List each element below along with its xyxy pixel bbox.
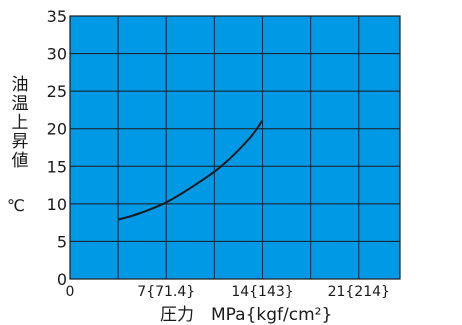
y-tick-label: 15 [47, 157, 67, 176]
x-tick-labels: 0 7{71.4} 14{143} 21{214} [66, 284, 390, 300]
plot-background [69, 15, 401, 280]
y-tick-label: 10 [47, 195, 67, 214]
y-tick-label: 35 [47, 7, 67, 26]
y-tick-label: 30 [47, 45, 67, 64]
series-line [117, 119, 264, 221]
x-tick-label: 0 [66, 284, 75, 300]
plot-area [69, 15, 401, 280]
series-layer [117, 119, 264, 221]
grid [69, 15, 401, 280]
y-tick-labels: 0 5 10 15 20 25 30 35 [47, 7, 67, 289]
y-tick-label: 25 [47, 82, 67, 101]
y-axis-unit: ℃ [7, 196, 25, 215]
y-tick-label: 5 [57, 232, 67, 251]
x-axis-label: 圧力 MPa{kgf/cm²} [160, 305, 333, 325]
y-axis-label: 油温上昇値 [11, 75, 29, 171]
y-tick-label: 20 [47, 120, 67, 139]
y-tick-label: 0 [57, 270, 67, 289]
x-tick-label: 14{143} [231, 284, 293, 300]
x-tick-label: 21{214} [328, 284, 390, 300]
x-tick-label: 7{71.4} [137, 284, 195, 300]
